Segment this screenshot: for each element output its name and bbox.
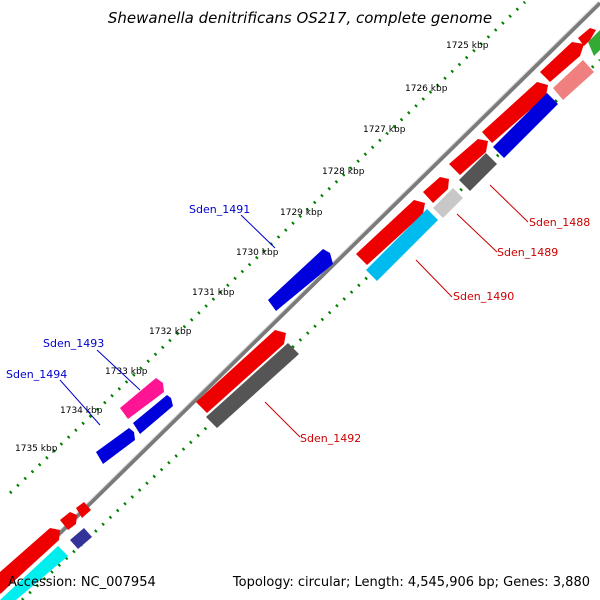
kbp-tick-label: 1730 kbp: [236, 248, 279, 258]
gene-forward-small[interactable]: [133, 395, 173, 434]
gene-reverse-purple[interactable]: [70, 528, 92, 549]
kbp-tick-label: 1728 kbp: [322, 167, 365, 177]
kbp-tick-label: 1732 kbp: [149, 327, 192, 337]
gene-reverse-small[interactable]: [578, 28, 596, 46]
gene-reverse-cyan[interactable]: [0, 546, 68, 600]
gene-sden-1492[interactable]: [206, 343, 299, 428]
gene-label-sden-1490: Sden_1490: [453, 290, 514, 303]
kbp-tick-label: 1734 kbp: [60, 406, 103, 416]
gene-sden-1494[interactable]: [96, 428, 135, 464]
leader-line: [240, 214, 276, 249]
gene-label-sden-1494: Sden_1494: [6, 368, 67, 381]
leader-line: [264, 401, 301, 438]
gene-reverse-pale[interactable]: [553, 60, 594, 100]
gene-sden-1488[interactable]: [459, 153, 497, 191]
gene-reverse-small[interactable]: [60, 512, 77, 530]
gene-reverse-long[interactable]: [482, 82, 548, 143]
gene-reverse-arrow[interactable]: [449, 139, 488, 175]
kbp-tick-label: 1725 kbp: [446, 41, 489, 51]
gene-sden-1491[interactable]: [268, 249, 333, 311]
leader-line: [59, 379, 101, 426]
gene-label-sden-1491: Sden_1491: [189, 203, 250, 216]
gene-reverse-long[interactable]: [196, 330, 286, 413]
kbp-tick-label: 1727 kbp: [363, 125, 406, 135]
leader-line: [415, 259, 453, 298]
leader-line: [489, 184, 529, 223]
gene-reverse-small[interactable]: [76, 502, 91, 518]
gene-reverse-long[interactable]: [356, 200, 425, 265]
leader-line: [456, 213, 498, 253]
kbp-tick-label: 1733 kbp: [105, 367, 148, 377]
kbp-tick-label: 1729 kbp: [280, 208, 323, 218]
kbp-tick-label: 1726 kbp: [405, 84, 448, 94]
gene-sden-1490[interactable]: [366, 209, 438, 281]
genome-summary-label: Topology: circular; Length: 4,545,906 bp…: [232, 575, 590, 590]
leader-line: [96, 349, 141, 391]
kbp-tick-label: 1731 kbp: [192, 288, 235, 298]
gene-label-sden-1492: Sden_1492: [300, 432, 361, 445]
accession-label: Accession: NC_007954: [8, 575, 156, 590]
inner-dotted-ring: [20, 58, 600, 600]
kbp-tick-label: 1735 kbp: [15, 444, 58, 454]
gene-label-sden-1489: Sden_1489: [497, 246, 558, 259]
gene-reverse-long[interactable]: [0, 528, 60, 594]
gene-label-sden-1493: Sden_1493: [43, 337, 104, 350]
gene-reverse-small[interactable]: [423, 177, 449, 203]
gene-reverse-arrow[interactable]: [540, 42, 584, 82]
gene-reverse-blue[interactable]: [493, 93, 558, 158]
gene-reverse-green[interactable]: [588, 30, 600, 56]
gene-label-sden-1488: Sden_1488: [529, 216, 590, 229]
gene-sden-1489[interactable]: [433, 188, 463, 218]
map-title: Shewanella denitrificans OS217, complete…: [108, 9, 492, 27]
gene-sden-1493[interactable]: [120, 378, 164, 419]
